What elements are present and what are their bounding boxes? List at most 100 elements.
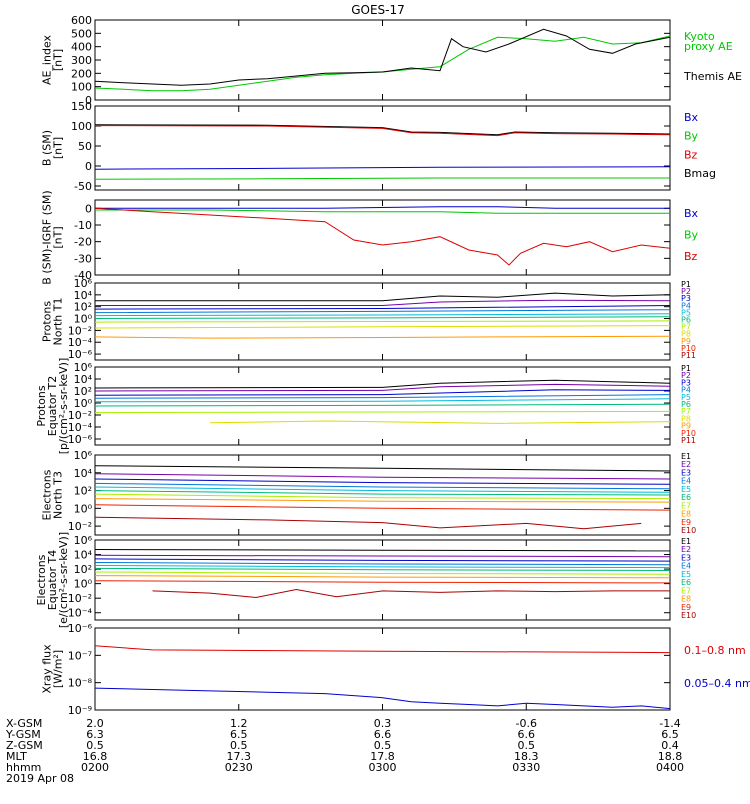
- footer-row-label: Z-GSM: [6, 739, 43, 752]
- y-tick-label-p_equator: 10⁻⁴: [68, 421, 93, 434]
- y-axis-label-bsm: B (SM): [41, 130, 54, 166]
- legend-entry-bsm: Bz: [684, 148, 698, 161]
- series-line-e_equator-e8: [94, 575, 671, 579]
- legend-entry-p_equator: P6: [681, 400, 691, 409]
- y-tick-label-p_north: 10⁻²: [68, 324, 92, 337]
- legend-entry-p_equator: P9: [681, 422, 691, 431]
- y-tick-label-bigrf: 0: [85, 202, 92, 215]
- series-line-e_north-e4: [94, 482, 671, 490]
- y-axis-label-bsm: [nT]: [52, 137, 65, 159]
- y-tick-label-e_north: 10²: [74, 485, 92, 498]
- y-tick-label-bigrf: -40: [74, 269, 92, 282]
- series-line-e_north-e5: [94, 486, 671, 493]
- panel-frame-e_equator: [94, 539, 671, 621]
- legend-entry-p_north: P11: [681, 351, 696, 360]
- legend-entry-e_equator: E4: [681, 562, 691, 571]
- legend-entry-bsm: Bmag: [684, 167, 716, 180]
- y-tick-label-bsm: 150: [71, 100, 92, 113]
- y-tick-label-e_north: 10⁶: [74, 449, 93, 462]
- y-tick-label-p_north: 10⁶: [74, 277, 93, 290]
- legend-entry-bigrf: Bz: [684, 250, 698, 263]
- series-line-e_north-e9: [94, 504, 671, 511]
- series-line-bsm-bmag: [94, 124, 671, 136]
- legend-entry-p_equator: P8: [681, 414, 691, 423]
- legend-entry-e_north: E7: [681, 501, 691, 510]
- legend-entry-p_equator: P4: [681, 386, 691, 395]
- legend-entry-p_north: P5: [681, 308, 691, 317]
- y-tick-label-e_equator: 10⁴: [74, 549, 93, 562]
- panel-frame-bsm: [94, 105, 671, 191]
- y-tick-label-ae: 500: [71, 27, 92, 40]
- y-axis-label-xray: Xray flux: [41, 644, 54, 694]
- y-tick-label-ae: 400: [71, 41, 92, 54]
- legend-entry-p_north: P10: [681, 344, 696, 353]
- y-tick-label-bigrf: -10: [74, 219, 92, 232]
- legend-entry-p_equator: P3: [681, 378, 691, 387]
- y-tick-label-bigrf: -20: [74, 236, 92, 249]
- series-line-p_north-p6: [94, 316, 671, 319]
- y-tick-label-p_north: 10⁴: [74, 289, 93, 302]
- series-line-e_equator-e9: [94, 580, 671, 584]
- series-line-bigrf-bx: [95, 206, 670, 209]
- footer-row-value: 0200: [81, 761, 109, 774]
- legend-entry-e_equator: E10: [681, 611, 696, 620]
- y-tick-label-bsm: 0: [85, 160, 92, 173]
- legend-entry-e_equator: E2: [681, 545, 691, 554]
- y-tick-label-ae: 200: [71, 67, 92, 80]
- y-tick-label-p_equator: 10⁰: [74, 397, 93, 410]
- series-line-p_north-p3: [94, 305, 671, 310]
- legend-entry-p_equator: P5: [681, 393, 691, 402]
- footer-row-value: -1.4: [659, 717, 680, 730]
- series-line-e_equator-e3: [94, 558, 671, 562]
- footer-row-value: 0230: [225, 761, 253, 774]
- y-axis-label-p_equator: Equator T2: [46, 376, 59, 436]
- y-axis-label-xray: [W/m²]: [52, 650, 65, 688]
- y-axis-label-e_equator: [e/(cm²-s-sr-keV)]: [57, 532, 70, 628]
- legend-entry-p_north: P7: [681, 323, 691, 332]
- y-tick-label-bsm: 100: [71, 120, 92, 133]
- legend-entry-bsm: Bx: [684, 111, 699, 124]
- legend-entry-ae: proxy AE: [684, 40, 733, 53]
- series-line-p_north-p7: [94, 320, 671, 323]
- y-tick-label-e_equator: 10⁶: [74, 534, 93, 547]
- series-line-e_equator-e7: [94, 571, 671, 575]
- series-line-e_equator-e1: [94, 549, 671, 552]
- series-line-bigrf-bz: [94, 207, 671, 266]
- series-line-e_equator-e5: [94, 565, 671, 569]
- footer-row-label: X-GSM: [6, 717, 42, 730]
- footer-row-value: 6.6: [518, 728, 536, 741]
- y-axis-label-p_north: Protons: [41, 301, 54, 342]
- y-tick-label-ae: 600: [71, 14, 92, 27]
- legend-entry-e_north: E5: [681, 485, 691, 494]
- legend-entry-p_equator: P1: [681, 364, 691, 373]
- series-line-e_north-e6: [94, 490, 671, 496]
- footer-row-value: 6.5: [661, 728, 679, 741]
- footer-row-value: 17.3: [227, 750, 252, 763]
- y-axis-label-ae: [nT]: [52, 49, 65, 71]
- legend-entry-e_equator: E1: [681, 537, 691, 546]
- series-line-bsm-by: [94, 177, 670, 180]
- y-tick-label-e_north: 10⁰: [74, 502, 93, 515]
- y-tick-label-p_equator: 10⁻²: [68, 409, 92, 422]
- y-tick-label-bsm: 50: [78, 140, 92, 153]
- y-tick-label-e_equator: 10⁻²: [68, 592, 92, 605]
- series-line-p_north-p9: [94, 335, 671, 339]
- legend-entry-p_equator: P7: [681, 407, 691, 416]
- footer-row-value: 2.0: [86, 717, 104, 730]
- y-axis-label-e_north: North T3: [52, 471, 65, 519]
- series-line-p_equator-p1: [94, 379, 671, 389]
- y-axis-label-ae: AE_index: [41, 34, 54, 85]
- y-tick-label-xray: 10⁻⁸: [68, 677, 93, 690]
- footer-row-value: 0.5: [518, 739, 536, 752]
- series-line-xray-0-1-0-8-nm: [94, 645, 671, 654]
- legend-entry-p_equator: P11: [681, 436, 696, 445]
- series-line-e_north-e3: [94, 478, 671, 485]
- series-line-p_equator-p4: [94, 394, 671, 399]
- legend-entry-bsm: By: [684, 130, 699, 143]
- series-line-p_north-p4: [94, 309, 671, 314]
- series-line-ae-themis-ae: [94, 28, 671, 86]
- series-line-e_equator-e2: [94, 554, 671, 558]
- footer-row-value: 0400: [656, 761, 684, 774]
- footer-row-value: 6.3: [86, 728, 104, 741]
- legend-entry-e_north: E4: [681, 477, 691, 486]
